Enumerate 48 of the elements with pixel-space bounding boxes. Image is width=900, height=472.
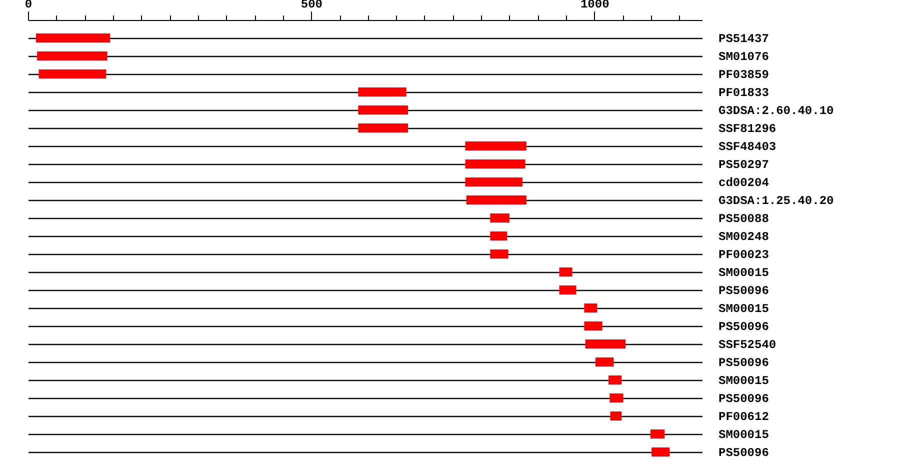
y-tick-label: SM00015 xyxy=(718,302,769,316)
bar xyxy=(465,178,522,186)
bar xyxy=(465,160,526,168)
bar xyxy=(358,106,408,114)
y-tick-label: cd00204 xyxy=(718,176,769,190)
bar xyxy=(652,448,670,456)
y-tick-label: PS50096 xyxy=(718,320,769,334)
y-tick-label: PS50088 xyxy=(718,212,769,226)
bar xyxy=(36,34,110,42)
y-tick-label: SSF52540 xyxy=(718,338,776,352)
bar xyxy=(490,232,508,240)
y-tick-label: PS50096 xyxy=(718,446,769,460)
y-tick-label: SSF48403 xyxy=(718,140,776,154)
y-tick-label: PF00023 xyxy=(718,248,769,262)
y-tick-label: PS50096 xyxy=(718,284,769,298)
y-tick-label: PS50096 xyxy=(718,392,769,406)
bar xyxy=(358,88,406,96)
y-tick-label: SM00015 xyxy=(718,266,769,280)
bar xyxy=(610,412,622,420)
y-tick-label: PS51437 xyxy=(718,32,769,46)
y-tick-label: SM01076 xyxy=(718,50,769,64)
bar xyxy=(650,430,665,438)
bar xyxy=(559,268,572,276)
y-tick-label: PF01833 xyxy=(718,86,769,100)
y-tick-label: SM00248 xyxy=(718,230,769,244)
bar xyxy=(608,376,622,384)
y-tick-label: PF00612 xyxy=(718,410,769,424)
bar xyxy=(358,124,408,132)
y-tick-label: PS50297 xyxy=(718,158,769,172)
bar xyxy=(466,196,526,204)
bar xyxy=(584,304,598,312)
y-tick-label: SM00015 xyxy=(718,428,769,442)
y-tick-label: PF03859 xyxy=(718,68,769,82)
y-tick-label: G3DSA:2.60.40.10 xyxy=(718,104,834,118)
bar xyxy=(490,250,508,258)
bar xyxy=(490,214,510,222)
y-tick-label: SSF81296 xyxy=(718,122,776,136)
bar xyxy=(465,142,526,150)
y-tick-label: PS50096 xyxy=(718,356,769,370)
bar xyxy=(37,52,108,60)
bar xyxy=(585,340,626,348)
bar xyxy=(610,394,624,402)
bar xyxy=(596,358,614,366)
y-tick-label: G3DSA:1.25.40.20 xyxy=(718,194,834,208)
bar xyxy=(584,322,602,330)
y-tick-label: SM00015 xyxy=(718,374,769,388)
bar xyxy=(559,286,576,294)
bar xyxy=(38,70,106,78)
